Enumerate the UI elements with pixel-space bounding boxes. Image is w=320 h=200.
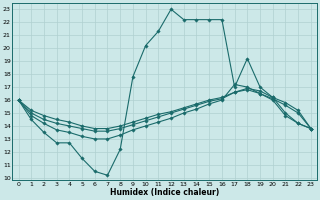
X-axis label: Humidex (Indice chaleur): Humidex (Indice chaleur) xyxy=(110,188,219,197)
